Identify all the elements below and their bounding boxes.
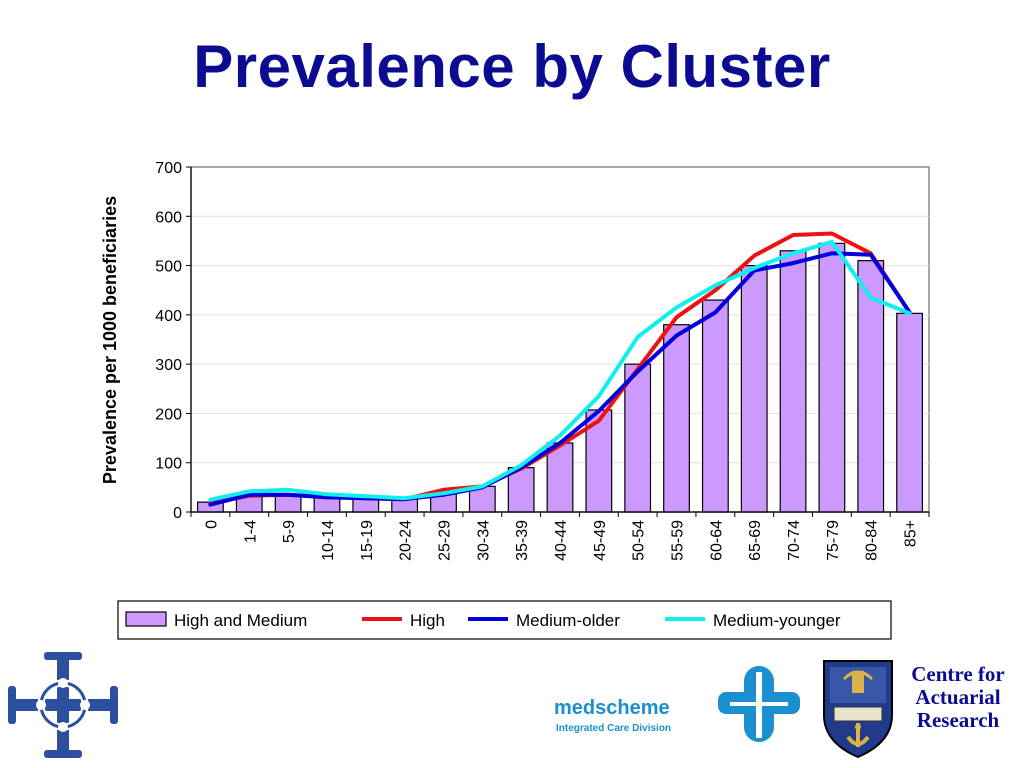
line-series [208, 231, 912, 507]
bar-85+ [896, 312, 923, 513]
y-tick-label: 600 [155, 209, 182, 226]
bar-60-64 [701, 299, 729, 513]
medscheme-logo-text: medscheme [554, 697, 670, 719]
university-crest-icon [820, 657, 896, 764]
x-tick-label: 65-69 [747, 520, 764, 561]
x-tick-label: 10-14 [320, 520, 337, 561]
x-tick-label: 20-24 [398, 520, 415, 561]
medscheme-logo-subtitle: Integrated Care Division [556, 723, 672, 734]
car-line-1: Centre for [911, 662, 1005, 686]
x-tick-label: 55-59 [670, 520, 687, 561]
y-tick-labels: 0 100 200 300 400 500 600 700 [155, 160, 182, 522]
page-title: Prevalence by Cluster [193, 33, 831, 100]
y-tick-label: 200 [155, 406, 182, 423]
bar-series [197, 242, 923, 513]
x-tick-label: 80-84 [864, 520, 881, 561]
x-tick-label: 1-4 [242, 520, 259, 543]
bar-50-54 [624, 363, 652, 513]
bar-55-59 [663, 324, 690, 513]
legend-label-medium-younger: Medium-younger [713, 611, 841, 630]
medscheme-symbol-icon [716, 664, 802, 749]
line-medium-younger [208, 239, 912, 502]
x-tick-label: 70-74 [786, 520, 803, 561]
x-tick-label: 75-79 [825, 520, 842, 561]
bar-70-74 [779, 250, 807, 513]
x-tick-label: 85+ [903, 520, 920, 547]
line-medium-older [208, 251, 912, 507]
y-tick-label: 100 [155, 456, 182, 473]
y-axis-label: Prevalence per 1000 beneficiaries [100, 196, 120, 484]
x-tick-label: 50-54 [631, 520, 648, 561]
legend: High and Medium High Medium-older Medium-yo… [117, 600, 892, 640]
x-tick-label: 45-49 [592, 520, 609, 561]
bar-75-79 [818, 242, 846, 513]
y-tick-label: 500 [155, 259, 182, 276]
bar-65-69 [740, 264, 768, 513]
legend-swatch-high-and-medium [125, 611, 167, 627]
car-line-3: Research [916, 708, 1000, 732]
cross-logo-icon [6, 650, 120, 765]
x-tick-label: 40-44 [553, 520, 570, 561]
y-tick-label: 700 [155, 160, 182, 177]
y-tick-label: 300 [155, 357, 182, 374]
x-tick-label: 30-34 [475, 520, 492, 561]
x-tick-label: 15-19 [359, 520, 376, 561]
x-tick-label: 60-64 [708, 520, 725, 561]
bar-40-44 [546, 442, 574, 513]
bar-35-39 [507, 467, 535, 513]
car-line-2: Actuarial [915, 685, 1001, 709]
car-logo-text: Centre for Actuarial Research [896, 663, 1020, 732]
legend-label-high: High [410, 611, 445, 630]
legend-label-medium-older: Medium-older [516, 611, 620, 630]
x-tick-label: 0 [203, 520, 220, 529]
y-tick-label: 400 [155, 308, 182, 325]
legend-label-high-and-medium: High and Medium [174, 611, 307, 630]
x-tick-labels: 0 1-4 5-9 10-14 15-19 20-24 25-29 30-34 35-39 40-… [203, 520, 919, 561]
x-tick-label: 5-9 [281, 520, 298, 543]
y-tick-label: 0 [173, 505, 182, 522]
x-tick-label: 35-39 [514, 520, 531, 561]
axes [186, 166, 930, 517]
x-tick-label: 25-29 [437, 520, 454, 561]
